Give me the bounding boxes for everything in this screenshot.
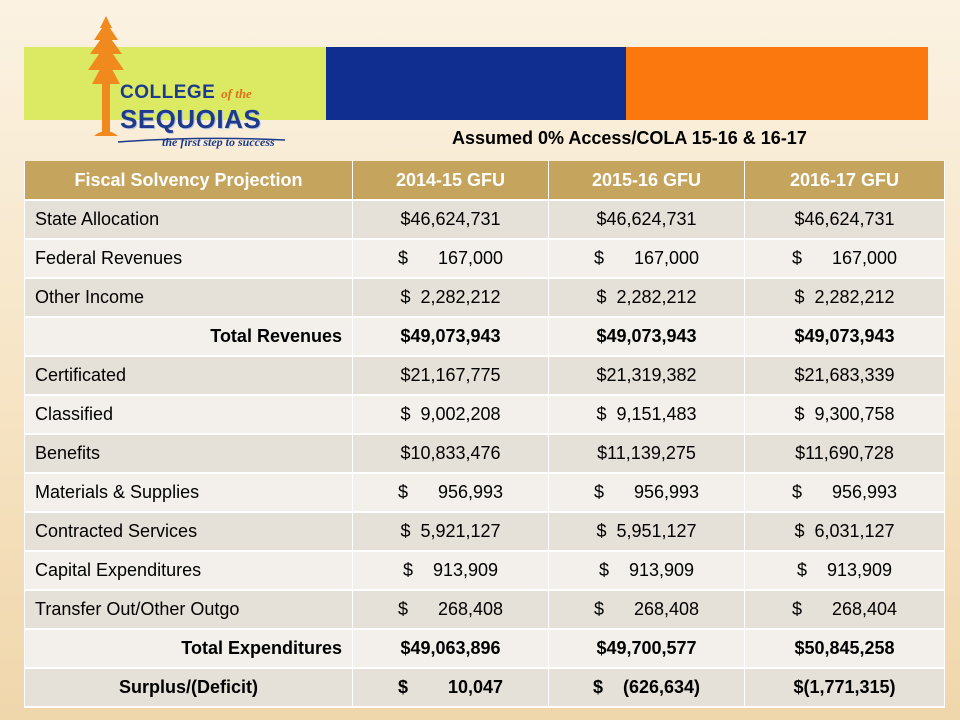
column-header: 2016-17 GFU [744, 161, 945, 201]
table-cell: $21,683,339 [744, 356, 945, 396]
column-header: Fiscal Solvency Projection [24, 161, 353, 201]
banner-blue-band [326, 47, 626, 120]
table-cell: $ 9,002,208 [352, 395, 549, 435]
row-label: Certificated [24, 356, 353, 396]
table-cell: $46,624,731 [352, 200, 549, 240]
column-header: 2014-15 GFU [352, 161, 549, 201]
table-cell: $ 956,993 [744, 473, 945, 513]
table-cell: $11,139,275 [548, 434, 745, 474]
row-label: Classified [24, 395, 353, 435]
column-header: 2015-16 GFU [548, 161, 745, 201]
slide-subtitle: Assumed 0% Access/COLA 15-16 & 16-17 [452, 128, 807, 148]
table-cell: $ 9,300,758 [744, 395, 945, 435]
row-label: Contracted Services [24, 512, 353, 552]
table-cell: $ 956,993 [548, 473, 745, 513]
banner-orange-band [626, 47, 928, 120]
table-row: Total Revenues $49,073,943 $49,073,943 $49,… [24, 317, 945, 357]
table-row: Certificated $21,167,775 $21,319,382 $21,68… [24, 356, 945, 396]
row-label: Total Expenditures [24, 629, 353, 669]
table-cell: $ 2,282,212 [744, 278, 945, 318]
table-cell: $ 167,000 [548, 239, 745, 279]
table-cell: $ 5,951,127 [548, 512, 745, 552]
table-cell: $ 913,909 [548, 551, 745, 591]
table-row: Transfer Out/Other Outgo $ 268,408 $ 268,4… [24, 590, 945, 630]
table-cell: $21,167,775 [352, 356, 549, 396]
table-cell: $ 10,047 [352, 668, 549, 708]
sequoia-tree-icon [88, 16, 286, 143]
row-label: State Allocation [24, 200, 353, 240]
table-cell: $46,624,731 [548, 200, 745, 240]
row-label: Materials & Supplies [24, 473, 353, 513]
table-cell: $49,073,943 [548, 317, 745, 357]
table-cell: $ 2,282,212 [548, 278, 745, 318]
logo-tagline: the first step to success [162, 135, 275, 149]
table-row: Other Income $ 2,282,212 $ 2,282,212 $ 2,28… [24, 278, 945, 318]
row-label: Total Revenues [24, 317, 353, 357]
table-row: Classified $ 9,002,208 $ 9,151,483 $ 9,300,… [24, 395, 945, 435]
table-cell: $(1,771,315) [744, 668, 945, 708]
college-logo: COLLEGE of the SEQUOIAS the first step t… [80, 14, 300, 154]
table-cell: $ 167,000 [744, 239, 945, 279]
table-cell: $ 913,909 [744, 551, 945, 591]
table-cell: $ 268,408 [548, 590, 745, 630]
row-label: Other Income [24, 278, 353, 318]
table-cell: $ 9,151,483 [548, 395, 745, 435]
table-row: Total Expenditures $49,063,896 $49,700,577… [24, 629, 945, 669]
row-label: Federal Revenues [24, 239, 353, 279]
table-cell: $11,690,728 [744, 434, 945, 474]
table-cell: $ 268,404 [744, 590, 945, 630]
fiscal-solvency-table: Fiscal Solvency Projection 2014-15 GFU 2… [24, 161, 945, 708]
table-cell: $ 913,909 [352, 551, 549, 591]
table-cell: $21,319,382 [548, 356, 745, 396]
table-row: Contracted Services $ 5,921,127 $ 5,951,12… [24, 512, 945, 552]
table-cell: $49,700,577 [548, 629, 745, 669]
logo-of-the-text: of the [221, 86, 252, 101]
row-label: Surplus/(Deficit) [24, 668, 353, 708]
table-row: Surplus/(Deficit) $ 10,047 $ (626,634) $(1,… [24, 668, 945, 708]
table-row: State Allocation $46,624,731 $46,624,731 $4… [24, 200, 945, 240]
table-cell: $ (626,634) [548, 668, 745, 708]
table-cell: $49,063,896 [352, 629, 549, 669]
logo-college-text: COLLEGE of the [120, 82, 252, 103]
table-header-row: Fiscal Solvency Projection 2014-15 GFU 2… [24, 161, 945, 201]
table-row: Federal Revenues $ 167,000 $ 167,000 $ 167,… [24, 239, 945, 279]
table-cell: $ 956,993 [352, 473, 549, 513]
table-cell: $10,833,476 [352, 434, 549, 474]
table-cell: $49,073,943 [352, 317, 549, 357]
table-row: Benefits $10,833,476 $11,139,275 $11,690,72… [24, 434, 945, 474]
row-label: Capital Expenditures [24, 551, 353, 591]
table-cell: $ 167,000 [352, 239, 549, 279]
table-cell: $ 2,282,212 [352, 278, 549, 318]
table-row: Materials & Supplies $ 956,993 $ 956,993 $ … [24, 473, 945, 513]
logo-sequoias-text: SEQUOIAS [120, 104, 262, 134]
banner-green-band [24, 47, 326, 120]
table-cell: $ 5,921,127 [352, 512, 549, 552]
table-row: Capital Expenditures $ 913,909 $ 913,909 $ … [24, 551, 945, 591]
row-label: Benefits [24, 434, 353, 474]
table-cell: $ 268,408 [352, 590, 549, 630]
row-label: Transfer Out/Other Outgo [24, 590, 353, 630]
table-cell: $46,624,731 [744, 200, 945, 240]
table-cell: $ 6,031,127 [744, 512, 945, 552]
table-cell: $50,845,258 [744, 629, 945, 669]
table-cell: $49,073,943 [744, 317, 945, 357]
